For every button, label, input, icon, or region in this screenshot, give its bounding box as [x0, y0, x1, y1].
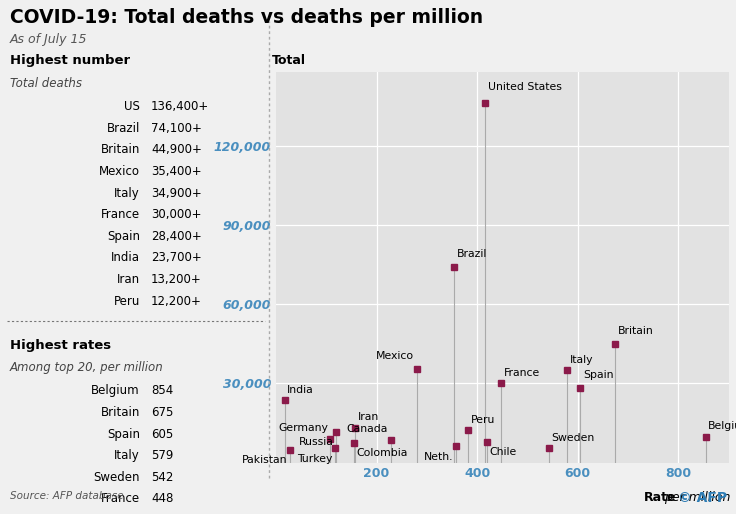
- Text: 28,400+: 28,400+: [151, 230, 202, 243]
- Text: Turkey: Turkey: [297, 454, 333, 464]
- Text: Peru: Peru: [470, 415, 495, 425]
- Text: France: France: [504, 368, 540, 378]
- Text: Spain: Spain: [107, 230, 140, 243]
- Text: Belgium: Belgium: [91, 384, 140, 397]
- Text: Rate: Rate: [644, 491, 676, 504]
- Text: 448: 448: [151, 492, 173, 505]
- Text: Germany: Germany: [278, 424, 328, 433]
- Text: India: India: [287, 385, 314, 395]
- Text: 13,200+: 13,200+: [151, 273, 202, 286]
- Text: Italy: Italy: [114, 449, 140, 462]
- Text: Belgium: Belgium: [708, 421, 736, 431]
- Text: Sweden: Sweden: [551, 433, 595, 443]
- Text: Iran: Iran: [117, 273, 140, 286]
- Text: 675: 675: [151, 406, 173, 419]
- Text: Italy: Italy: [114, 187, 140, 199]
- Text: 44,900+: 44,900+: [151, 143, 202, 156]
- Text: Britain: Britain: [101, 143, 140, 156]
- Text: Source: AFP database: Source: AFP database: [10, 491, 123, 501]
- Text: France: France: [101, 208, 140, 221]
- Text: Canada: Canada: [347, 425, 388, 434]
- Text: 605: 605: [151, 428, 173, 440]
- Text: Iran: Iran: [358, 412, 379, 423]
- Text: Sweden: Sweden: [93, 471, 140, 484]
- Text: COVID-19: Total deaths vs deaths per million: COVID-19: Total deaths vs deaths per mil…: [10, 8, 483, 27]
- Text: Highest rates: Highest rates: [10, 339, 110, 352]
- Text: Among top 20, per million: Among top 20, per million: [10, 361, 163, 374]
- Text: Italy: Italy: [570, 355, 593, 365]
- Text: Total: Total: [272, 54, 306, 67]
- Text: Total deaths: Total deaths: [10, 77, 82, 90]
- Text: 12,200+: 12,200+: [151, 295, 202, 307]
- Text: US: US: [124, 100, 140, 113]
- Text: Highest number: Highest number: [10, 54, 130, 67]
- Text: As of July 15: As of July 15: [10, 33, 87, 46]
- Text: France: France: [101, 492, 140, 505]
- Text: Brazil: Brazil: [456, 249, 487, 259]
- Text: Neth.: Neth.: [423, 452, 453, 462]
- Text: 74,100+: 74,100+: [151, 122, 202, 135]
- Text: Britain: Britain: [101, 406, 140, 419]
- Text: Chile: Chile: [489, 447, 517, 457]
- Text: Britain: Britain: [618, 326, 654, 336]
- Text: 136,400+: 136,400+: [151, 100, 209, 113]
- Text: 23,700+: 23,700+: [151, 251, 202, 264]
- Text: Mexico: Mexico: [376, 351, 414, 361]
- Text: 579: 579: [151, 449, 173, 462]
- Text: Peru: Peru: [113, 295, 140, 307]
- Text: 542: 542: [151, 471, 173, 484]
- Text: United States: United States: [488, 82, 562, 92]
- Text: Colombia: Colombia: [356, 448, 408, 458]
- Text: India: India: [111, 251, 140, 264]
- Text: 35,400+: 35,400+: [151, 165, 202, 178]
- Text: Pakistan: Pakistan: [241, 455, 287, 466]
- Text: Spain: Spain: [583, 370, 613, 380]
- Text: Russia: Russia: [299, 437, 334, 447]
- Text: 34,900+: 34,900+: [151, 187, 202, 199]
- Text: Brazil: Brazil: [107, 122, 140, 135]
- Text: 30,000+: 30,000+: [151, 208, 202, 221]
- Text: Mexico: Mexico: [99, 165, 140, 178]
- Text: 854: 854: [151, 384, 173, 397]
- Text: © AFP: © AFP: [678, 491, 727, 505]
- Text: per million: per million: [664, 491, 730, 504]
- Text: Spain: Spain: [107, 428, 140, 440]
